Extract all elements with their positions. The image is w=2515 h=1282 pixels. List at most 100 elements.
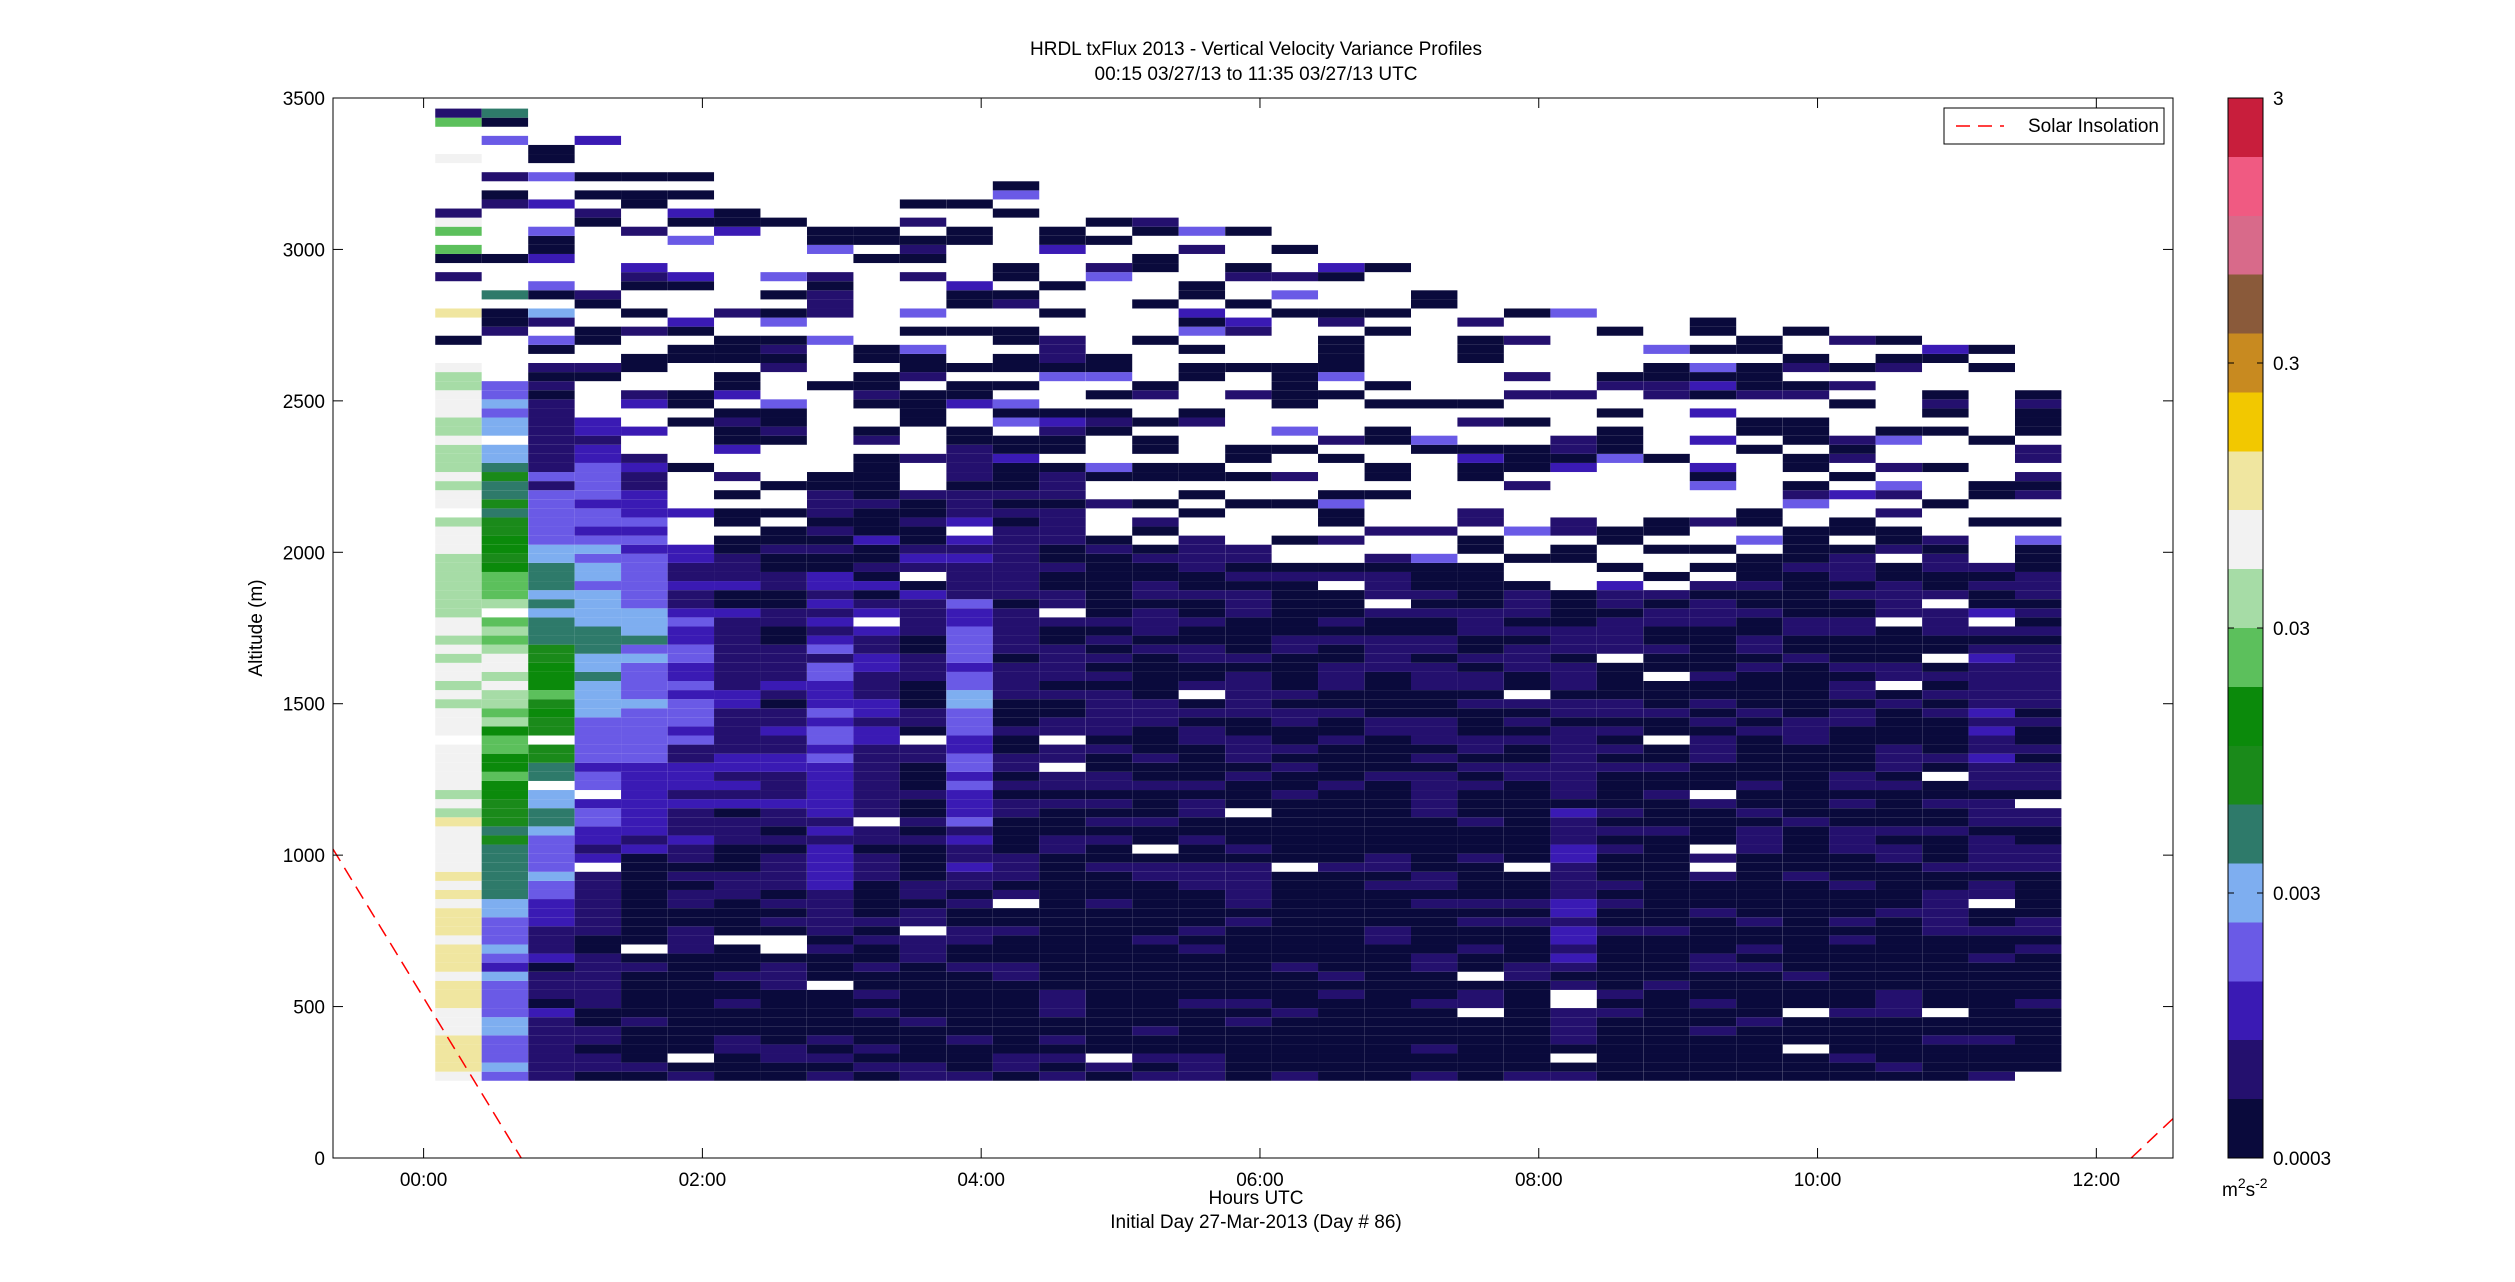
heatmap-cell [760, 989, 807, 999]
heatmap-cell [621, 708, 668, 718]
heatmap-cell [1132, 753, 1179, 763]
heatmap-cell [760, 726, 807, 736]
heatmap-cell [1457, 417, 1504, 427]
heatmap-cell [1364, 326, 1412, 336]
heatmap-cell [992, 1044, 1040, 1054]
heatmap-cell [1318, 372, 1365, 382]
heatmap-cell [760, 690, 807, 700]
heatmap-cell [1457, 335, 1504, 345]
heatmap-cell [1457, 617, 1504, 627]
heatmap-cell [992, 526, 1040, 536]
heatmap-cell [1736, 744, 1783, 754]
heatmap-cell [528, 571, 575, 582]
heatmap-cell [1411, 290, 1458, 300]
heatmap-cell [1922, 880, 1969, 890]
heatmap-cell [621, 662, 668, 672]
heatmap-cell [1736, 944, 1783, 954]
heatmap-cell [1271, 290, 1319, 300]
heatmap-cell [1085, 571, 1133, 582]
heatmap-cell [760, 971, 807, 981]
heatmap-cell [1271, 908, 1319, 918]
heatmap-cell [1550, 526, 1597, 536]
heatmap-cell [1457, 1062, 1504, 1072]
heatmap-cell [1178, 917, 1226, 927]
heatmap-cell [1968, 717, 2015, 727]
heatmap-cell [1829, 999, 1876, 1009]
heatmap-cell [1039, 708, 1086, 718]
heatmap-cell [1503, 1053, 1551, 1063]
heatmap-cell [1922, 735, 1969, 745]
heatmap-cell [2014, 408, 2062, 418]
heatmap-cell [1503, 1071, 1551, 1081]
heatmap-cell [1178, 417, 1226, 427]
heatmap-cell [1782, 544, 1830, 554]
heatmap-cell [807, 953, 854, 963]
heatmap-cell [1085, 581, 1133, 591]
heatmap-cell [899, 417, 947, 427]
y-tick-label: 3500 [283, 89, 325, 110]
heatmap-cell [667, 899, 715, 909]
heatmap-cell [946, 1044, 993, 1054]
heatmap-cell [1550, 590, 1597, 600]
heatmap-cell [528, 508, 575, 518]
heatmap-cell [667, 980, 715, 990]
heatmap-cell [621, 671, 668, 681]
heatmap-cell [1922, 1044, 1969, 1054]
heatmap-cell [1411, 626, 1458, 636]
heatmap-cell [1782, 571, 1830, 582]
heatmap-cell [714, 308, 761, 318]
heatmap-cell [1922, 662, 1969, 672]
heatmap-cell [1550, 817, 1597, 827]
heatmap-cell [1457, 953, 1504, 963]
heatmap-cell [946, 853, 993, 863]
heatmap-cell [1596, 1026, 1644, 1036]
heatmap-cell [1039, 1008, 1086, 1018]
heatmap-cell [621, 326, 668, 336]
heatmap-cell [1689, 1017, 1737, 1027]
heatmap-cell [1875, 771, 1923, 781]
heatmap-cell [435, 889, 482, 900]
heatmap-cell [1225, 1071, 1272, 1081]
heatmap-cell [1782, 917, 1830, 927]
heatmap-cell [1132, 980, 1179, 990]
heatmap-cell [1364, 399, 1412, 409]
heatmap-cell [1829, 744, 1876, 754]
heatmap-cell [1968, 744, 2015, 754]
heatmap-cell [853, 999, 900, 1009]
heatmap-cell [667, 762, 715, 772]
heatmap-cell [1689, 562, 1737, 572]
heatmap-cell [1596, 780, 1644, 791]
heatmap-cell [1318, 1035, 1365, 1045]
heatmap-cell [1829, 435, 1876, 445]
heatmap-cell [1225, 1053, 1272, 1063]
heatmap-cell [528, 599, 575, 609]
heatmap-cell [1178, 1008, 1226, 1018]
heatmap-cell [1271, 899, 1319, 909]
heatmap-cell [528, 235, 575, 245]
heatmap-cell [1085, 390, 1133, 400]
heatmap-cell [1225, 626, 1272, 636]
heatmap-cell [621, 535, 668, 545]
heatmap-cell [528, 1062, 575, 1072]
heatmap-cell [621, 880, 668, 890]
heatmap-cell [1643, 599, 1690, 609]
heatmap-cell [1457, 944, 1504, 954]
heatmap-cell [1782, 717, 1830, 727]
heatmap-cell [1039, 862, 1086, 872]
heatmap-cell [1225, 835, 1272, 845]
heatmap-cell [1039, 753, 1086, 763]
heatmap-cell [1225, 753, 1272, 763]
heatmap-cell [1875, 644, 1923, 654]
heatmap-cell [1643, 880, 1690, 890]
heatmap-cell [946, 544, 993, 554]
heatmap-cell [1922, 962, 1969, 972]
heatmap-cell [1271, 871, 1319, 881]
heatmap-cell [946, 626, 993, 636]
heatmap-cell [1922, 935, 1969, 945]
heatmap-cell [667, 544, 715, 554]
heatmap-cell [1782, 790, 1830, 800]
heatmap-cell [1968, 989, 2015, 999]
heatmap-cell [1411, 617, 1458, 627]
heatmap-cell [807, 272, 854, 282]
heatmap-cell [1736, 808, 1783, 818]
